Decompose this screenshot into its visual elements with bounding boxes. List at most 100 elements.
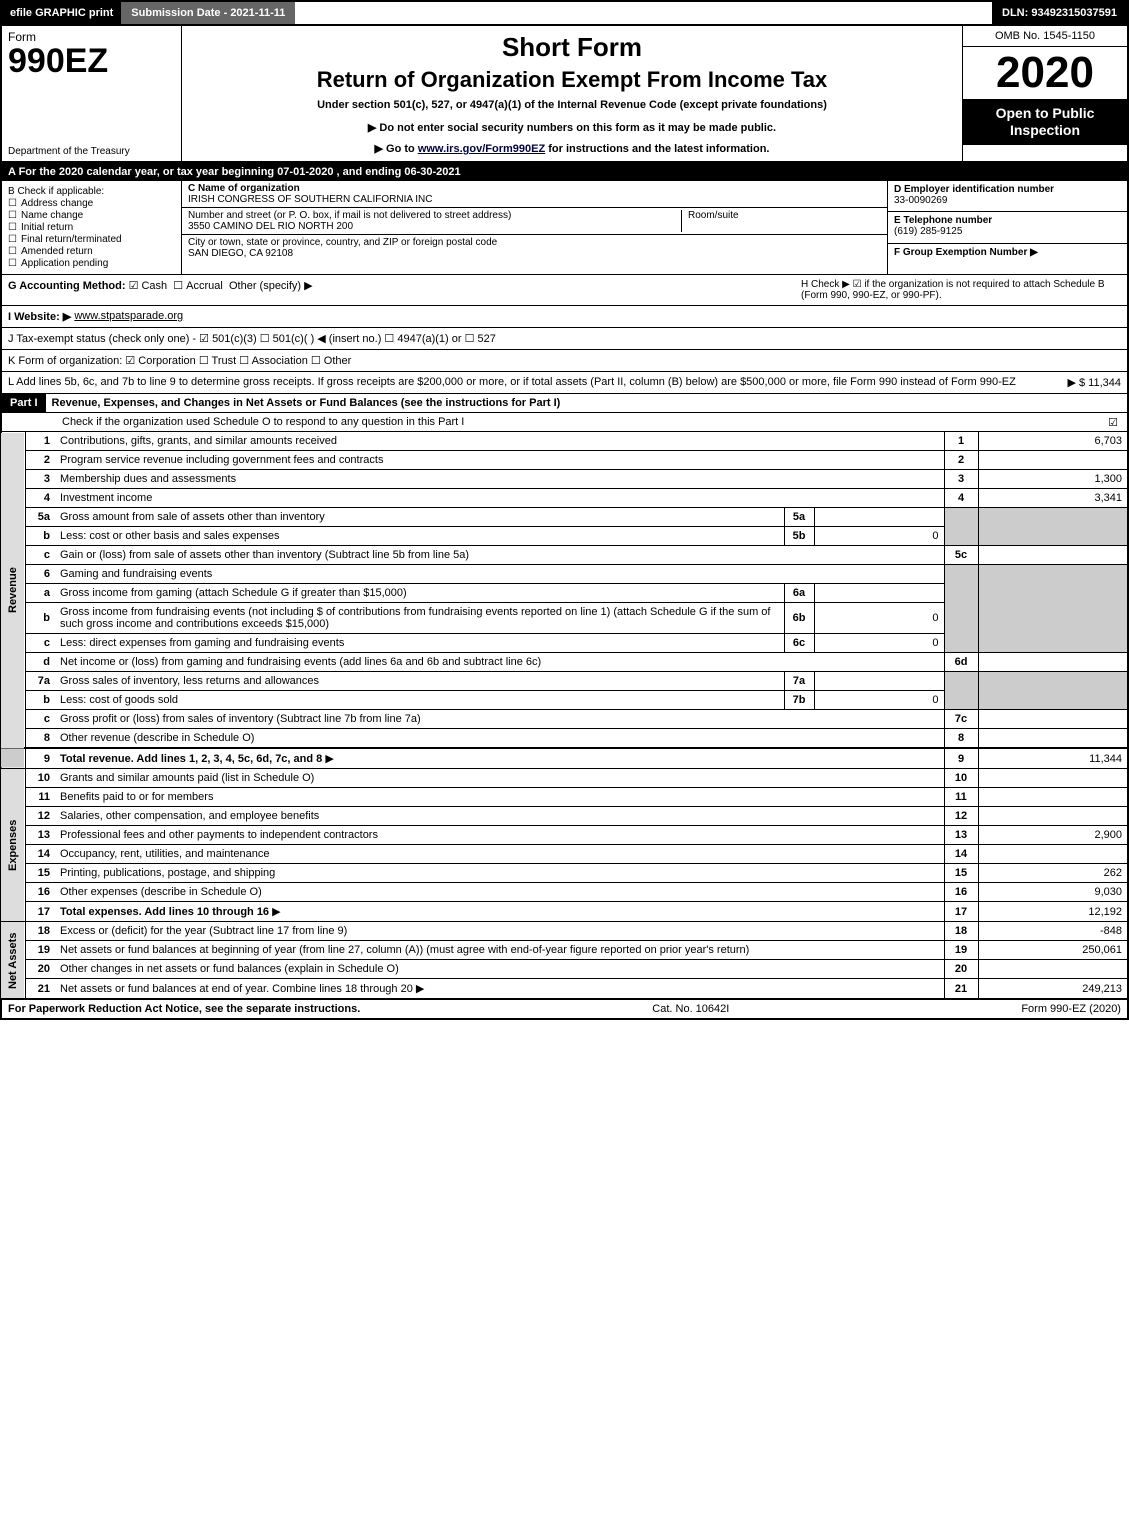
- table-row: 15 Printing, publications, postage, and …: [1, 864, 1128, 883]
- line-num: c: [25, 546, 55, 565]
- grey-cell: [944, 565, 978, 653]
- revenue-tab: Revenue: [1, 432, 25, 748]
- g-cash[interactable]: Cash: [129, 280, 168, 292]
- ein-value: 33-0090269: [894, 195, 947, 206]
- line-num: 4: [25, 489, 55, 508]
- chk-address-change[interactable]: Address change: [8, 198, 175, 209]
- line-desc: Gross amount from sale of assets other t…: [55, 508, 784, 527]
- line-rval: 3,341: [978, 489, 1128, 508]
- line-h: H Check ▶ ☑ if the organization is not r…: [801, 279, 1121, 301]
- table-row: 14 Occupancy, rent, utilities, and maint…: [1, 845, 1128, 864]
- short-form-title: Short Form: [192, 32, 952, 63]
- line-desc: Gross income from gaming (attach Schedul…: [55, 584, 784, 603]
- line-desc: Membership dues and assessments: [55, 470, 944, 489]
- table-row: 17 Total expenses. Add lines 10 through …: [1, 902, 1128, 922]
- line-l-text: L Add lines 5b, 6c, and 7b to line 9 to …: [8, 376, 1016, 389]
- line-inlab: 6b: [784, 603, 814, 634]
- part-1-schedule-o-check[interactable]: [1108, 416, 1127, 429]
- grey-cell: [944, 508, 978, 546]
- line-desc: Gross income from fundraising events (no…: [55, 603, 784, 634]
- table-row: 20 Other changes in net assets or fund b…: [1, 960, 1128, 979]
- chk-application-pending[interactable]: Application pending: [8, 258, 175, 269]
- form-number: 990EZ: [8, 44, 175, 78]
- line-desc: Net income or (loss) from gaming and fun…: [55, 653, 944, 672]
- line-rval: 12,192: [978, 902, 1128, 922]
- line-inlab: 7b: [784, 691, 814, 710]
- lines-table: Revenue 1 Contributions, gifts, grants, …: [0, 432, 1129, 999]
- line-g-h: G Accounting Method: Cash Accrual Other …: [0, 275, 1129, 306]
- line-num: 11: [25, 788, 55, 807]
- line-k: K Form of organization: ☑ Corporation ☐ …: [0, 350, 1129, 372]
- line-desc: Salaries, other compensation, and employ…: [55, 807, 944, 826]
- line-rval: [978, 960, 1128, 979]
- line-inlab: 5a: [784, 508, 814, 527]
- line-num: 3: [25, 470, 55, 489]
- open-to-public: Open to Public Inspection: [963, 99, 1127, 145]
- g-accrual[interactable]: Accrual: [173, 280, 223, 292]
- go-to-pre: ▶ Go to: [375, 143, 418, 155]
- line-inlab: 7a: [784, 672, 814, 691]
- irs-link[interactable]: www.irs.gov/Form990EZ: [418, 143, 545, 155]
- table-row: 5a Gross amount from sale of assets othe…: [1, 508, 1128, 527]
- footer-form-ref: Form 990-EZ (2020): [1021, 1003, 1121, 1015]
- line-rval: [978, 653, 1128, 672]
- footer-cat-no: Cat. No. 10642I: [652, 1003, 729, 1015]
- chk-final-return[interactable]: Final return/terminated: [8, 234, 175, 245]
- efile-label[interactable]: efile GRAPHIC print: [2, 2, 121, 24]
- line-num: 17: [25, 902, 55, 922]
- line-rlab: 8: [944, 729, 978, 749]
- dln-label: DLN: 93492315037591: [992, 2, 1127, 24]
- line-inval: 0: [814, 691, 944, 710]
- line-j-text: J Tax-exempt status (check only one) - ☑…: [8, 332, 496, 345]
- line-rlab: 17: [944, 902, 978, 922]
- line-rlab: 21: [944, 979, 978, 999]
- line-desc: Other revenue (describe in Schedule O): [55, 729, 944, 749]
- part-1-label: Part I: [2, 394, 46, 412]
- line-rval: -848: [978, 922, 1128, 941]
- line-desc: Occupancy, rent, utilities, and maintena…: [55, 845, 944, 864]
- tel-value: (619) 285-9125: [894, 226, 962, 237]
- grey-cell: [944, 672, 978, 710]
- line-rlab: 6d: [944, 653, 978, 672]
- table-row: 8 Other revenue (describe in Schedule O)…: [1, 729, 1128, 749]
- line-inval: 0: [814, 603, 944, 634]
- line-rlab: 2: [944, 451, 978, 470]
- room-suite-label: Room/suite: [681, 210, 881, 232]
- table-row: c Gross profit or (loss) from sales of i…: [1, 710, 1128, 729]
- table-row: 3 Membership dues and assessments 3 1,30…: [1, 470, 1128, 489]
- chk-name-change[interactable]: Name change: [8, 210, 175, 221]
- line-j: J Tax-exempt status (check only one) - ☑…: [0, 328, 1129, 350]
- line-inlab: 6c: [784, 634, 814, 653]
- line-rlab: 20: [944, 960, 978, 979]
- table-row: Net Assets 18 Excess or (deficit) for th…: [1, 922, 1128, 941]
- grey-cell: [978, 508, 1128, 546]
- org-name: IRISH CONGRESS OF SOUTHERN CALIFORNIA IN…: [188, 194, 881, 205]
- return-title: Return of Organization Exempt From Incom…: [192, 67, 952, 93]
- line-rval: [978, 710, 1128, 729]
- line-desc: Less: cost or other basis and sales expe…: [55, 527, 784, 546]
- line-rlab: 14: [944, 845, 978, 864]
- line-rval: 2,900: [978, 826, 1128, 845]
- line-rval: [978, 845, 1128, 864]
- line-rval: 250,061: [978, 941, 1128, 960]
- website-value[interactable]: www.stpatsparade.org: [74, 310, 183, 323]
- table-row: Revenue 1 Contributions, gifts, grants, …: [1, 432, 1128, 451]
- table-row: 6 Gaming and fundraising events: [1, 565, 1128, 584]
- line-desc: Gain or (loss) from sale of assets other…: [55, 546, 944, 565]
- line-rval: 9,030: [978, 883, 1128, 902]
- line-rval: 249,213: [978, 979, 1128, 999]
- chk-initial-return[interactable]: Initial return: [8, 222, 175, 233]
- line-desc: Benefits paid to or for members: [55, 788, 944, 807]
- chk-amended-return[interactable]: Amended return: [8, 246, 175, 257]
- g-other[interactable]: Other (specify) ▶: [229, 280, 313, 292]
- table-row: c Gain or (loss) from sale of assets oth…: [1, 546, 1128, 565]
- line-num: 18: [25, 922, 55, 941]
- tax-year: 2020: [963, 47, 1127, 99]
- line-num: 7a: [25, 672, 55, 691]
- line-rval: [978, 546, 1128, 565]
- part-1-subtitle: Check if the organization used Schedule …: [2, 413, 470, 431]
- line-desc: Grants and similar amounts paid (list in…: [55, 769, 944, 788]
- line-desc: Other expenses (describe in Schedule O): [55, 883, 944, 902]
- line-num: d: [25, 653, 55, 672]
- section-b: B Check if applicable: Address change Na…: [2, 181, 182, 274]
